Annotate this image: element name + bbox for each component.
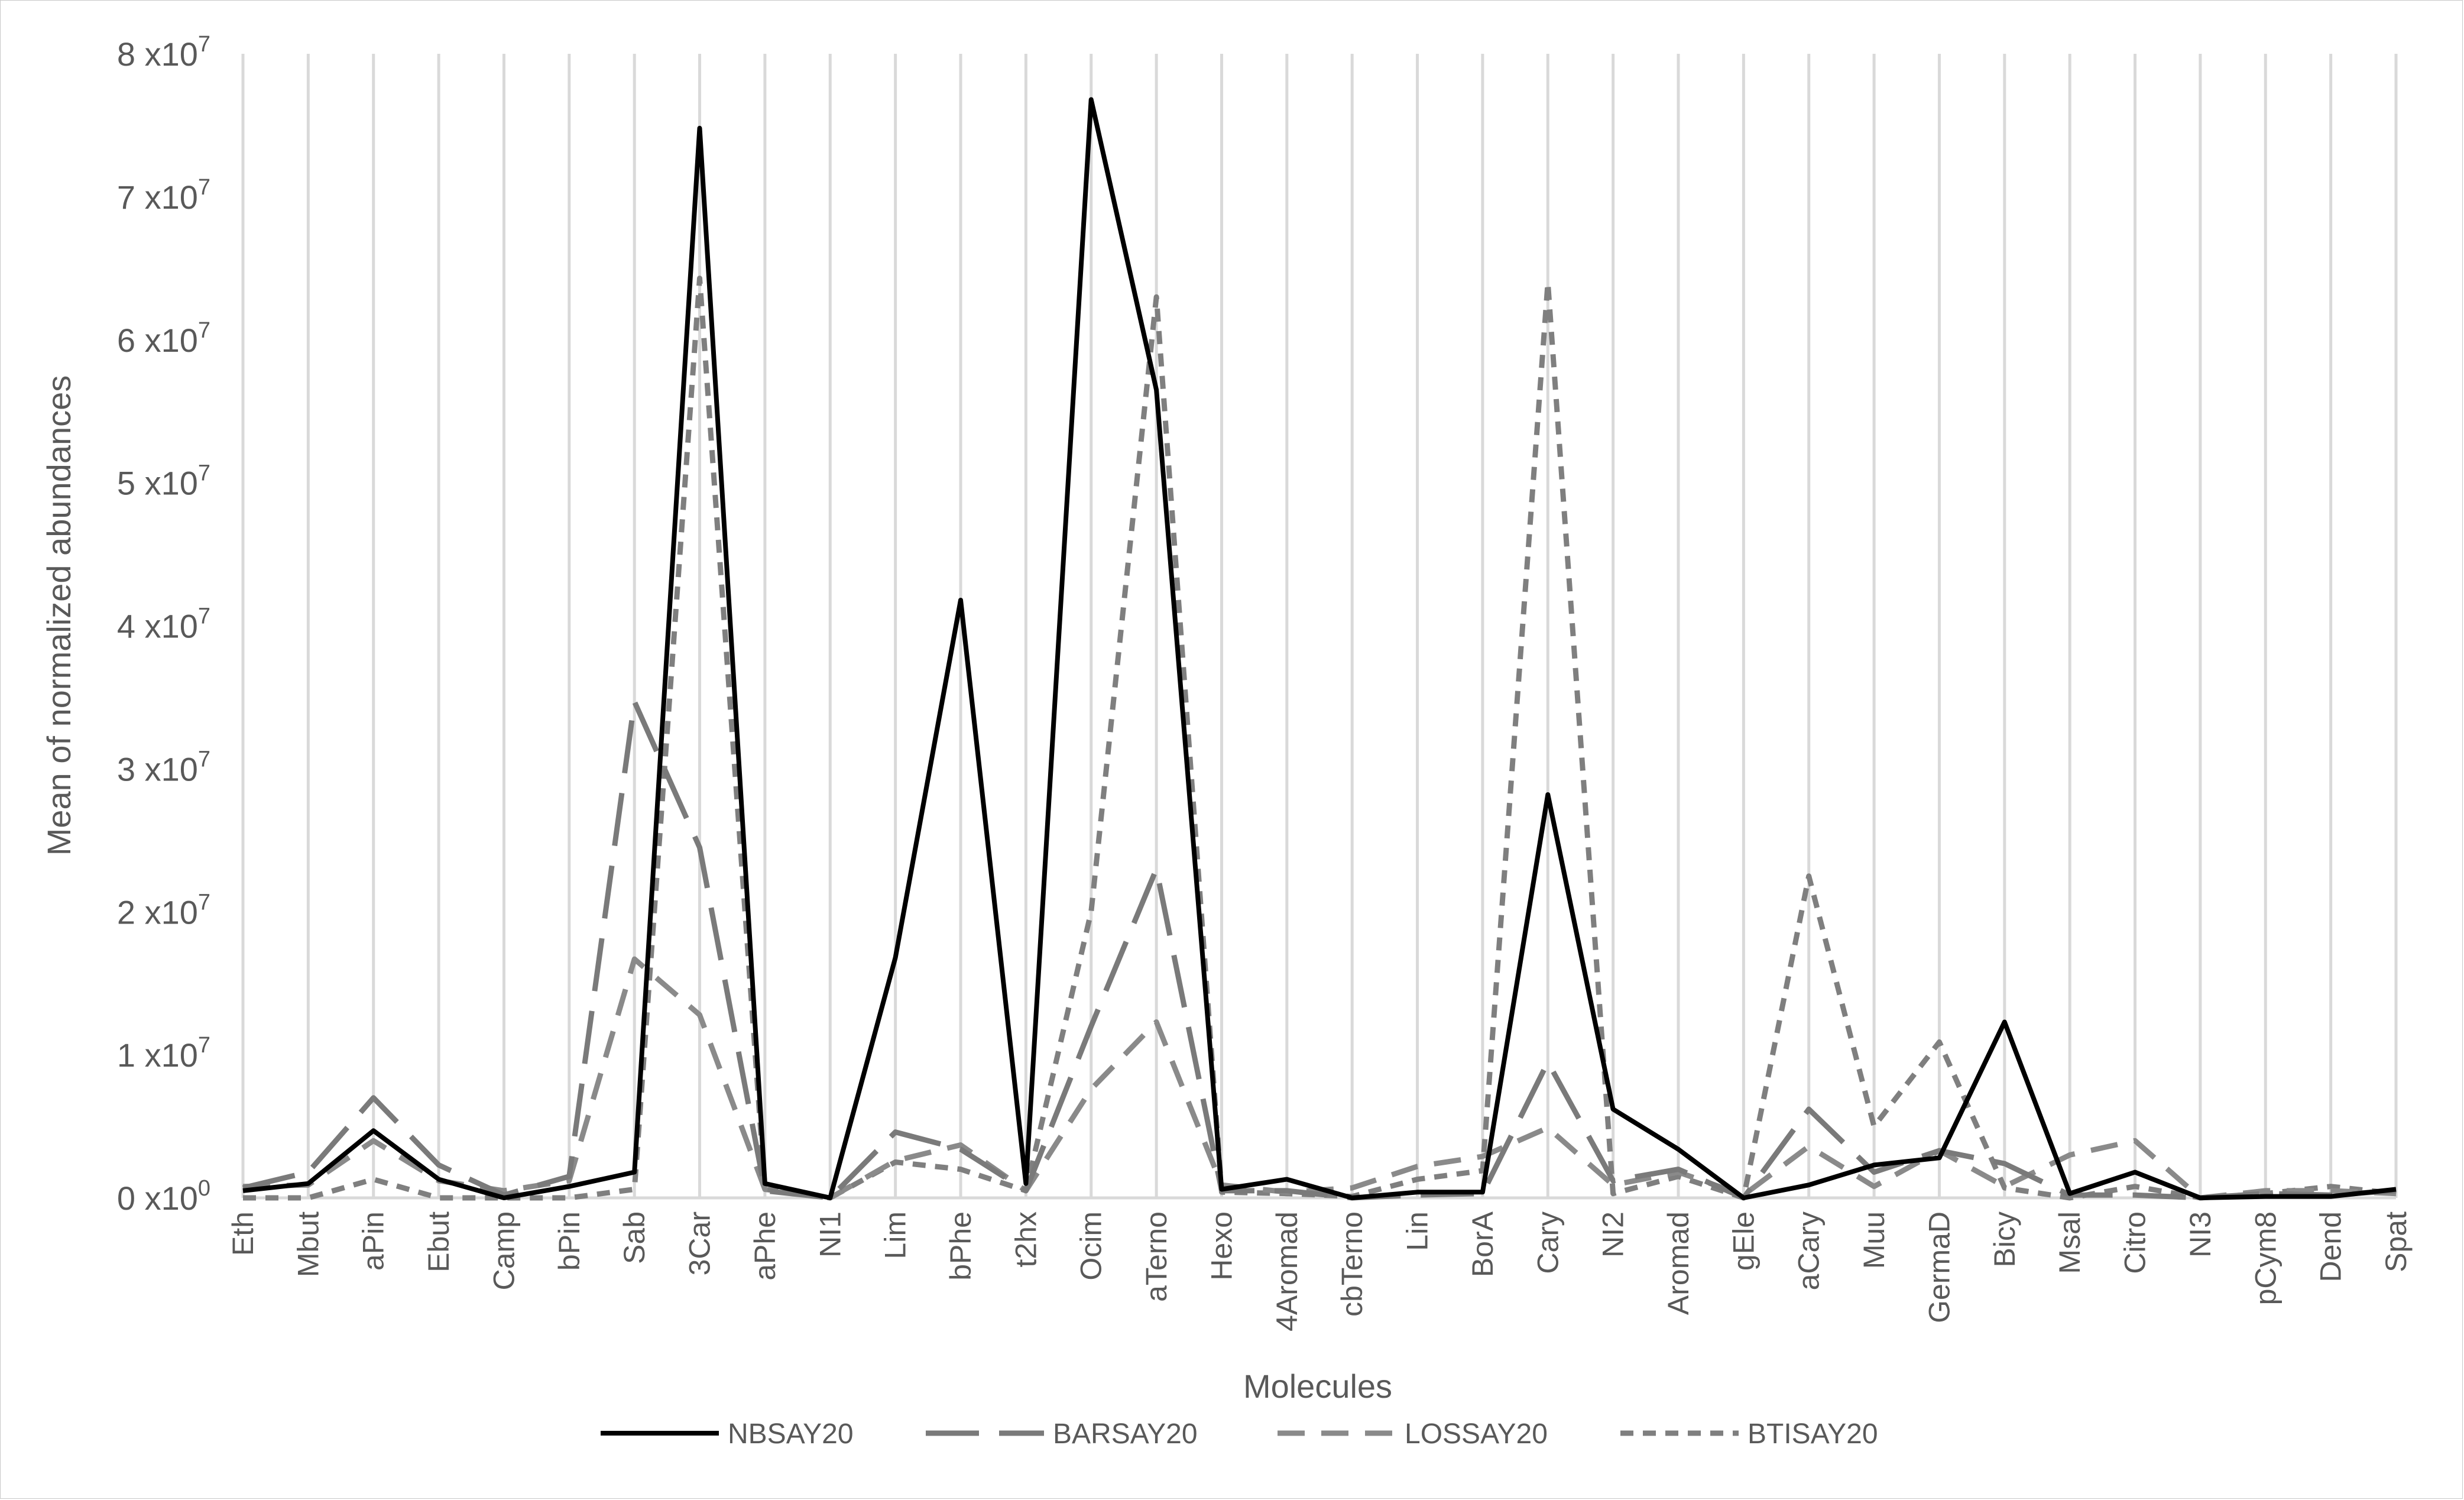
x-tick-label-aPin: aPin xyxy=(357,1211,390,1271)
x-axis-title: Molecules xyxy=(1243,1368,1392,1405)
y-tick-label: 8 x107 xyxy=(117,32,210,73)
series-line-LOSSAY20 xyxy=(242,956,2397,1201)
x-tick-label-Lim: Lim xyxy=(879,1211,912,1259)
x-tick-label-Citro: Citro xyxy=(2119,1211,2152,1274)
x-tick-label-3Car: 3Car xyxy=(683,1211,716,1275)
y-tick-label: 0 x100 xyxy=(117,1176,210,1217)
x-tick-label-bPin: bPin xyxy=(553,1211,586,1271)
x-tick-label-aCary: aCary xyxy=(1792,1211,1826,1290)
x-tick-label-cbTerno: cbTerno xyxy=(1335,1211,1369,1317)
legend-label-BARSAY20: BARSAY20 xyxy=(1053,1418,1198,1450)
x-tick-label-Msal: Msal xyxy=(2053,1211,2086,1274)
x-tick-label-Bicy: Bicy xyxy=(1988,1211,2021,1267)
x-tick-label-NI3: NI3 xyxy=(2184,1211,2217,1258)
legend-label-BTISAY20: BTISAY20 xyxy=(1748,1418,1878,1450)
x-tick-label-GermaD: GermaD xyxy=(1922,1211,1956,1323)
x-tick-label-t2hx: t2hx xyxy=(1009,1211,1042,1268)
x-tick-label-Eth: Eth xyxy=(226,1211,260,1256)
x-tick-label-Spat: Spat xyxy=(2379,1211,2413,1272)
y-tick-label: 4 x107 xyxy=(117,604,210,645)
x-tick-label-bPhe: bPhe xyxy=(944,1211,977,1281)
x-tick-label-Aromad: Aromad xyxy=(1662,1211,1695,1315)
y-tick-label: 3 x107 xyxy=(117,747,210,788)
series-line-BARSAY20 xyxy=(242,699,2397,1201)
x-tick-label-BorA: BorA xyxy=(1466,1211,1499,1277)
x-tick-label-Mbut: Mbut xyxy=(291,1211,325,1277)
x-tick-label-Ebut: Ebut xyxy=(422,1211,455,1272)
legend: NBSAY20 BARSAY20 LOSSAY20 BTISAY20 xyxy=(601,1418,1878,1450)
x-tick-label-4Aromad: 4Aromad xyxy=(1270,1211,1304,1331)
y-tick-label: 1 x107 xyxy=(117,1033,210,1074)
y-tick-label: 5 x107 xyxy=(117,461,210,502)
tick-labels: 0 x100 1 x107 2 x107 3 x107 4 x107 5 x107 6 x1… xyxy=(117,32,2413,1331)
x-tick-label-Hexo: Hexo xyxy=(1205,1211,1238,1281)
x-tick-label-gEle: gEle xyxy=(1727,1211,1760,1271)
x-tick-label-aTerno: aTerno xyxy=(1140,1211,1173,1302)
y-axis-title: Mean of normalized abundances xyxy=(40,375,77,856)
x-tick-label-pCym8: pCym8 xyxy=(2249,1211,2282,1305)
x-tick-label-Cary: Cary xyxy=(1531,1211,1564,1274)
x-tick-label-Lin: Lin xyxy=(1401,1211,1434,1251)
series-line-BTISAY20 xyxy=(243,276,2397,1201)
y-tick-label: 2 x107 xyxy=(117,890,210,931)
x-tick-label-NI1: NI1 xyxy=(813,1211,847,1258)
series-line-NBSAY20 xyxy=(242,97,2397,1200)
legend-label-NBSAY20: NBSAY20 xyxy=(728,1418,854,1450)
x-tick-label-Ocim: Ocim xyxy=(1075,1211,1108,1281)
series-lines xyxy=(242,97,2397,1201)
x-tick-label-Sab: Sab xyxy=(618,1211,651,1264)
y-tick-label: 6 x107 xyxy=(117,318,210,359)
legend-label-LOSSAY20: LOSSAY20 xyxy=(1405,1418,1548,1450)
x-tick-label-NI2: NI2 xyxy=(1597,1211,1630,1258)
x-tick-label-Dend: Dend xyxy=(2314,1211,2348,1282)
y-tick-label: 7 x107 xyxy=(117,175,210,216)
x-tick-label-Camp: Camp xyxy=(487,1211,520,1290)
x-tick-label-Muu: Muu xyxy=(1857,1211,1891,1269)
x-tick-label-aPhe: aPhe xyxy=(748,1211,782,1281)
gridlines xyxy=(241,54,2398,1198)
